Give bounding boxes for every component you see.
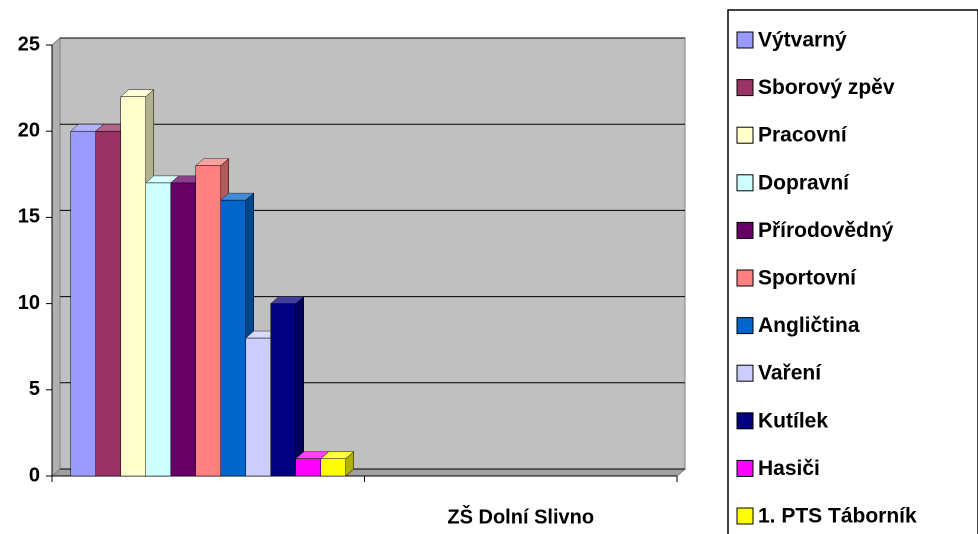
bar [295,458,321,477]
legend-swatch [736,31,754,49]
bar-top-shade [270,296,304,304]
legend-swatch [736,507,754,525]
bar-top-shade [220,193,254,201]
bar [270,303,296,477]
legend-swatch [736,317,754,335]
legend-label: Výtvarný [758,29,847,52]
legend-label: Pracovní [758,124,848,147]
y-tick-label: 5 [29,378,40,400]
legend-swatch [736,269,754,287]
bar-top-shade [70,124,104,132]
legend-swatch [736,364,754,382]
bar-top-shade [145,175,179,183]
y-tick-label: 0 [29,464,40,486]
y-tick-label: 25 [18,33,40,55]
bar [95,130,121,477]
bar-side-shade [295,296,304,476]
plot-side-wall [51,36,61,478]
bar [245,337,271,477]
legend [727,9,978,534]
legend-label: 1. PTS Táborník [758,505,917,528]
bar [195,165,221,477]
bar [320,458,346,477]
legend-label: Kutílek [758,409,828,432]
y-tick-label: 20 [18,119,40,141]
legend-swatch [736,459,754,477]
x-tick-label: ZŠ Dolní Slivno [447,504,594,528]
bar-top-shade [320,451,354,459]
legend-swatch [736,412,754,430]
bar [120,96,146,477]
bar-top-shade [195,158,229,166]
legend-label: Přírodovědný [758,219,894,242]
legend-label: Sborový zpěv [758,76,895,99]
bar-top-shade [295,451,329,459]
legend-label: Vaření [758,362,822,385]
bar [70,130,96,477]
legend-label: Angličtina [758,314,860,337]
bar [170,182,196,477]
bar [220,199,246,477]
bar-top-shade [120,89,154,97]
y-tick-label: 10 [18,292,40,314]
y-tick-label: 15 [18,206,40,228]
legend-swatch [736,221,754,239]
legend-label: Dopravní [758,171,850,194]
legend-swatch [736,174,754,192]
legend-swatch [736,126,754,144]
legend-swatch [736,79,754,97]
bar [145,182,171,477]
legend-label: Sportovní [758,267,857,290]
legend-label: Hasiči [758,457,820,480]
bar-side-shade [345,451,354,476]
